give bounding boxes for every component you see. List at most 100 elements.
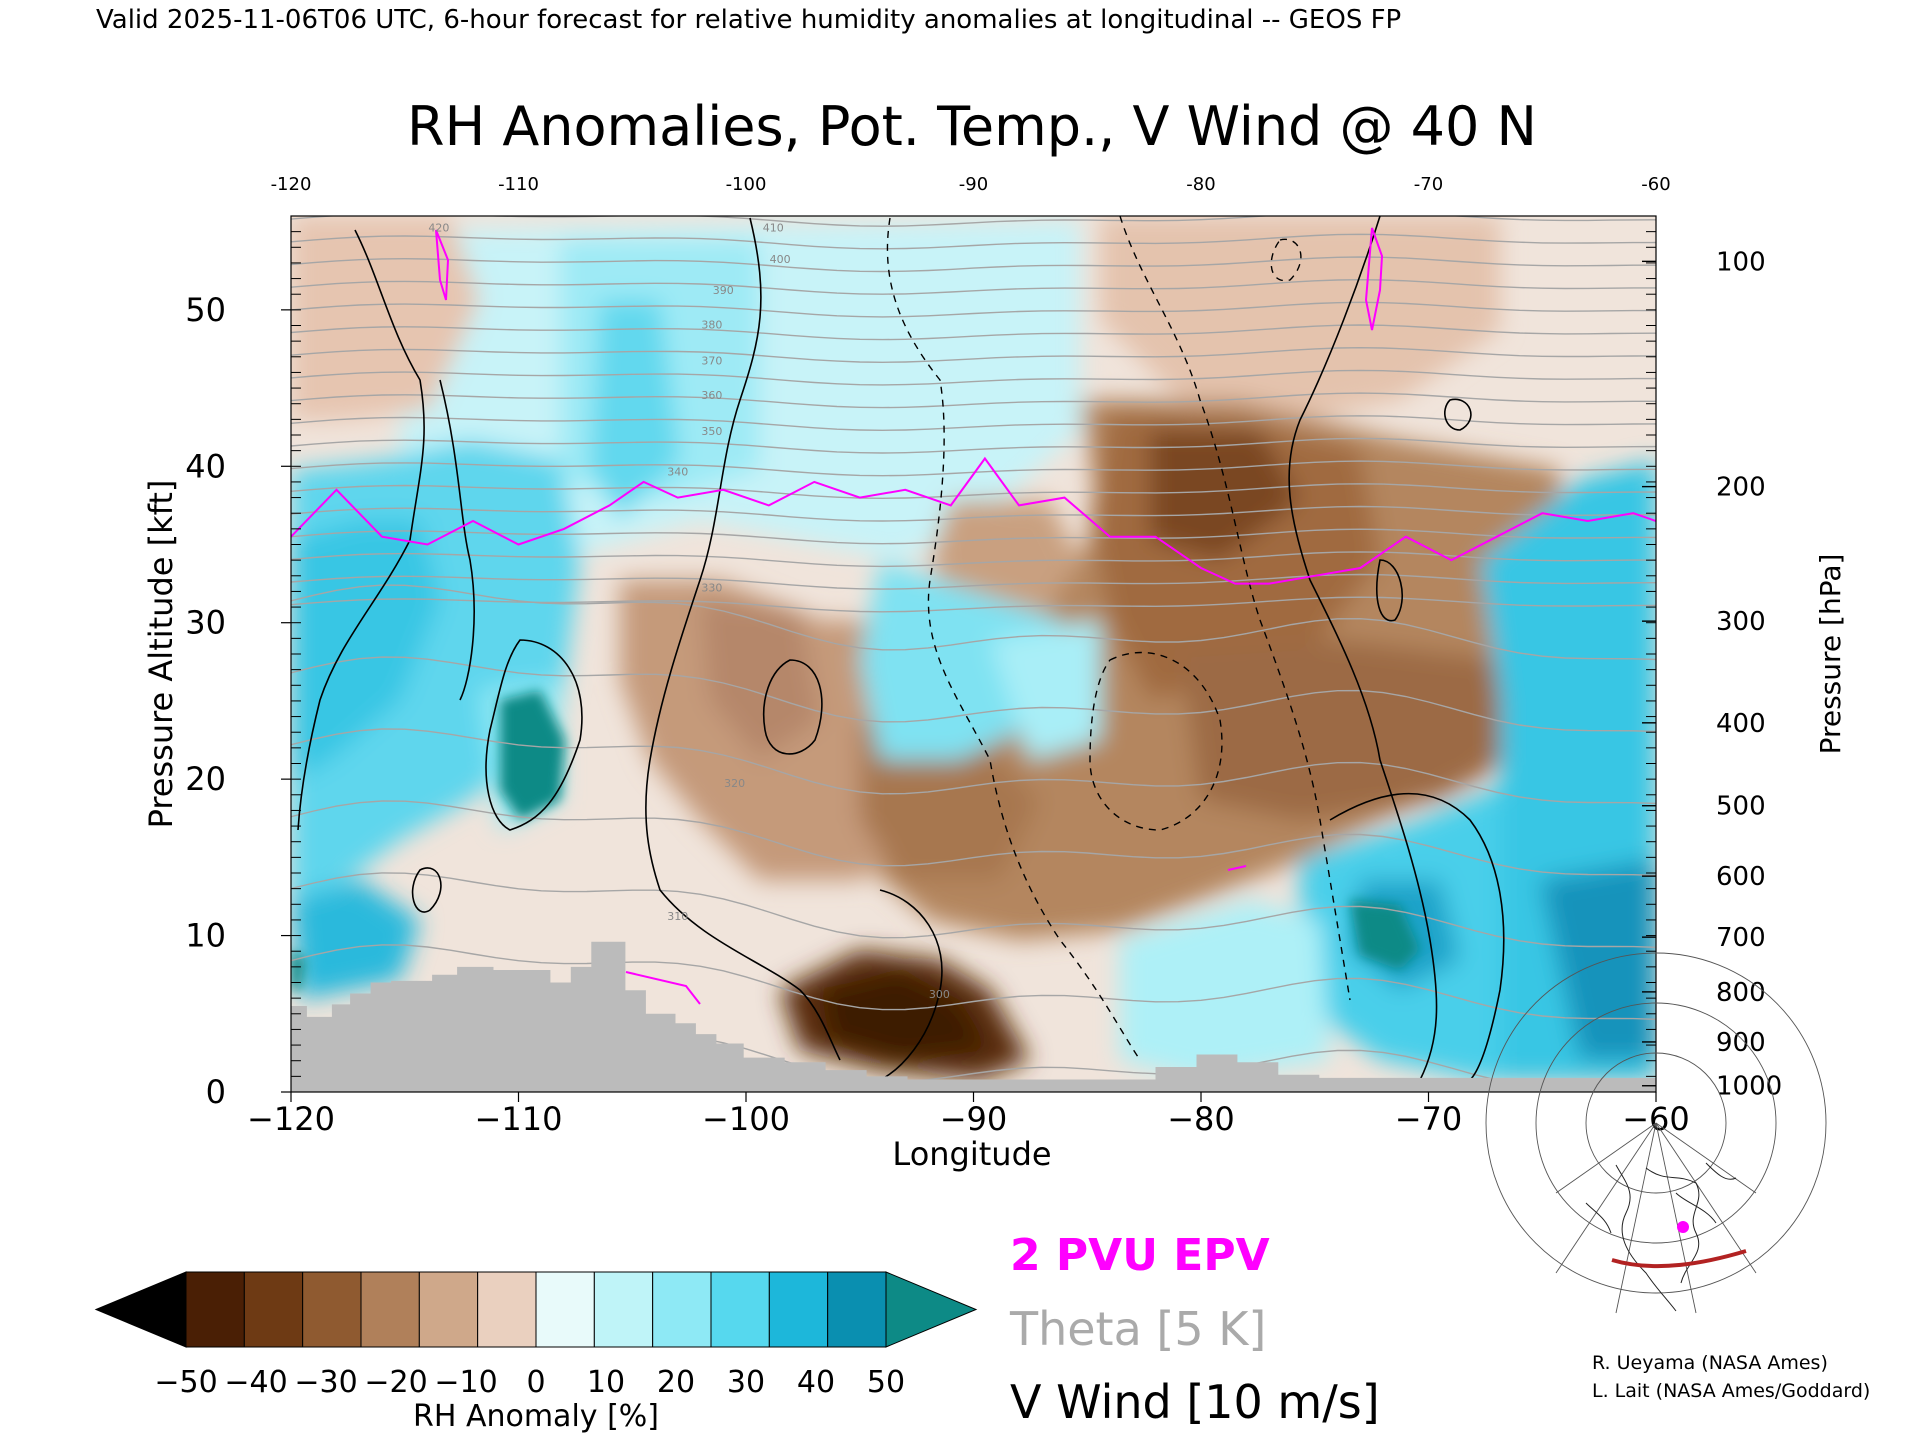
colorbar-segment (652, 1271, 712, 1348)
theta-label: 400 (770, 253, 791, 266)
colorbar-tick-label: 10 (587, 1365, 625, 1400)
epv-2pvu-line (291, 456, 1656, 585)
wind-contour-zero-west (297, 229, 425, 831)
colorbar-segment (827, 1271, 887, 1348)
theta-contour (291, 728, 1656, 805)
pressure-tick-label: 900 (1716, 1028, 1766, 1058)
y-tick-label: 20 (185, 760, 226, 798)
colorbar-tick-label: −40 (224, 1365, 287, 1400)
wind-contour-10-upper (439, 379, 475, 701)
colorbar-segment (593, 1271, 654, 1348)
colorbar-segment (185, 1271, 245, 1348)
theta-contour (291, 584, 1656, 661)
colorbar-arrow-high (885, 1271, 978, 1348)
x-axis: −120 −110 −100 −90 −80 −70 −60 (247, 1092, 1690, 1138)
wind-contour-neg-loop (1089, 651, 1223, 831)
wind-contour-west-small (411, 867, 442, 913)
x-tick-label: −70 (1395, 1100, 1463, 1138)
theta-contour (291, 278, 1656, 295)
wind-contour-east-mid (1376, 559, 1403, 622)
colorbar-segment (710, 1271, 770, 1348)
epv-fragments (435, 227, 1384, 1005)
colorbar-segment (535, 1271, 595, 1348)
v-wind-contours (297, 216, 1505, 1081)
colorbar-label: RH Anomaly [%] (413, 1399, 659, 1434)
inset-map (1485, 952, 1827, 1314)
theta-contour (291, 369, 1656, 386)
colorbar-segment (477, 1271, 537, 1348)
theta-label: 340 (667, 466, 688, 479)
credit-line-2: L. Lait (NASA Ames/Goddard) (1592, 1380, 1870, 1402)
inset-map-coastlines (1585, 1162, 1737, 1312)
colorbar-tick-label: −20 (364, 1365, 427, 1400)
colorbar-tick-label: −50 (154, 1365, 217, 1400)
colorbar-segment (360, 1271, 420, 1348)
y-tick-label: 40 (185, 447, 226, 485)
y-tick-label: 0 (206, 1073, 226, 1111)
x-top-tick-label: -100 (726, 174, 767, 195)
wind-contour-zero-east (1288, 216, 1438, 1081)
theta-contour (291, 528, 1656, 545)
y-tick-label: 50 (185, 291, 226, 329)
colorbar-segment (302, 1271, 362, 1348)
colorbar-ticks: −50 −40 −30 −20 −10 0 10 20 30 40 50 (154, 1365, 905, 1400)
legend-epv: 2 PVU EPV (1010, 1230, 1270, 1281)
theta-contour (291, 505, 1656, 522)
wind-contour-low-central (879, 889, 943, 1081)
theta-label: 380 (701, 319, 722, 332)
colorbar-tick-label: 0 (526, 1365, 545, 1400)
x-tick-label: −60 (1622, 1100, 1690, 1138)
rh-teal-patches (291, 690, 1420, 990)
theta-label: 420 (428, 222, 449, 235)
theta-contour (291, 551, 1656, 568)
wind-contour-zero-central (645, 217, 841, 1061)
pressure-tick-label: 100 (1716, 247, 1766, 277)
inset-map-frame (1556, 1163, 1756, 1313)
legend-theta: Theta [5 K] (1009, 1302, 1266, 1356)
plot-area (291, 216, 1656, 1092)
y-tick-label: 10 (185, 917, 226, 955)
colorbar-segment (243, 1271, 304, 1348)
theta-label: 390 (713, 284, 734, 297)
valid-header: Valid 2025-11-06T06 UTC, 6-hour forecast… (96, 5, 1401, 35)
theta-contour (291, 256, 1656, 273)
wind-contour-10-west (485, 639, 583, 831)
theta-contour (291, 944, 1656, 1020)
theta-label: 300 (929, 988, 950, 1001)
y-axis-left: 0 10 20 30 40 50 (185, 231, 1656, 1111)
wind-contour-neg-top (1270, 238, 1302, 282)
theta-label: 330 (701, 581, 722, 594)
theta-label: 370 (701, 355, 722, 368)
x-tick-label: −80 (1167, 1100, 1235, 1138)
x-tick-label: −100 (702, 1100, 790, 1138)
theta-contour (291, 233, 1656, 250)
wind-contour-central-loop (762, 659, 823, 755)
theta-contour (291, 656, 1656, 733)
y-axis-right-label: Pressure [hPa] (1814, 554, 1847, 755)
theta-contour (291, 346, 1656, 364)
theta-label: 410 (763, 222, 784, 235)
colorbar-tick-label: −10 (434, 1365, 497, 1400)
pressure-tick-label: 700 (1716, 923, 1766, 953)
inset-map-marker (1677, 1221, 1689, 1233)
wind-contour-10-east (1329, 792, 1505, 1081)
colorbar-arrow-low (94, 1271, 187, 1348)
topography (291, 941, 1656, 1092)
theta-label: 310 (667, 910, 688, 923)
pressure-tick-label: 1000 (1716, 1072, 1782, 1102)
colorbar-segment (768, 1271, 829, 1348)
theta-contour (291, 573, 1656, 590)
x-tick-label: −120 (247, 1100, 335, 1138)
wind-contour-neg-central (886, 217, 1141, 1061)
pressure-tick-label: 500 (1716, 792, 1766, 822)
colorbar (94, 1271, 978, 1348)
y-axis-left-label: Pressure Altitude [kft] (142, 480, 180, 829)
x-axis-label: Longitude (892, 1135, 1051, 1173)
theta-contour (291, 483, 1656, 500)
theta-contour (291, 324, 1656, 341)
x-top-tick-label: -110 (498, 174, 539, 195)
chart-title: RH Anomalies, Pot. Temp., V Wind @ 40 N (407, 95, 1537, 158)
pressure-tick-label: 800 (1716, 978, 1766, 1008)
theta-label: 360 (701, 389, 722, 402)
